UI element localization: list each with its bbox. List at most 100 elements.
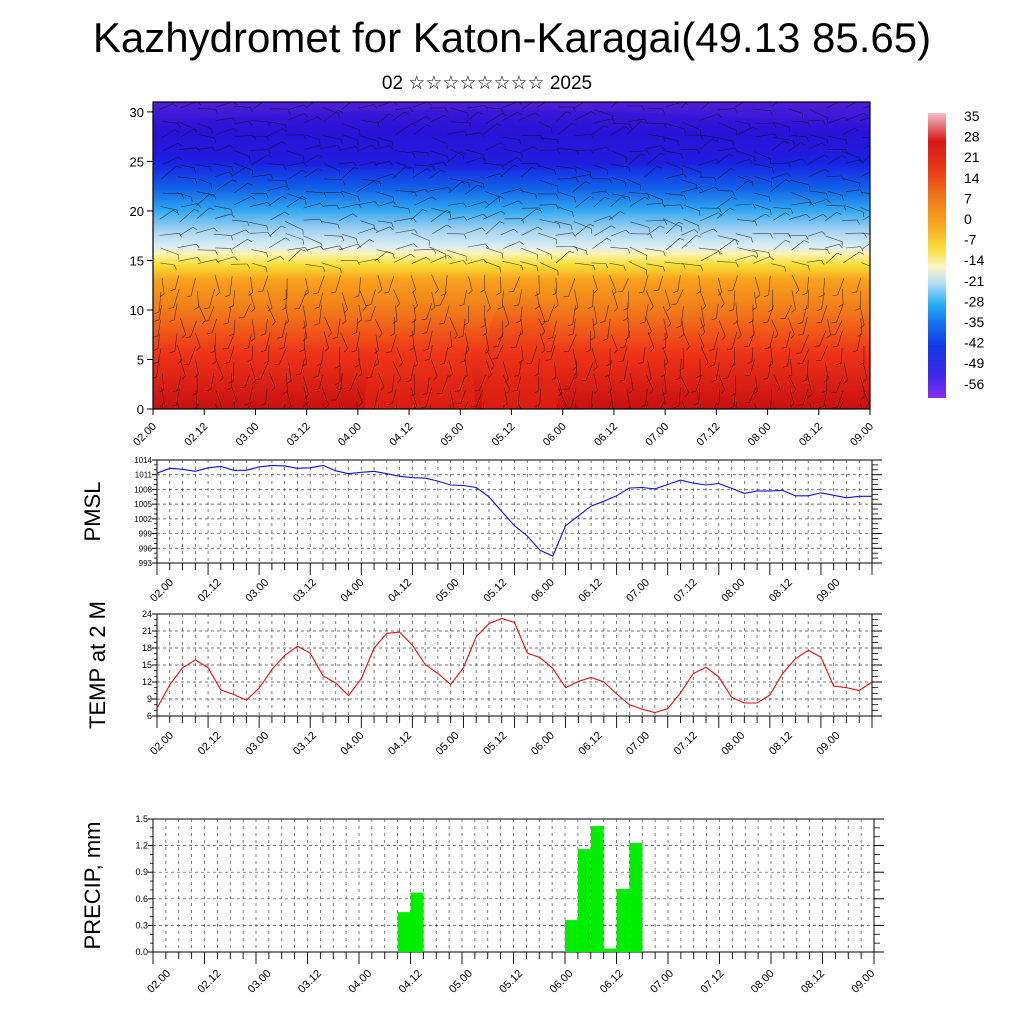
pmsl-ytick-label: 1008: [134, 485, 152, 494]
wind-barb-flag: [358, 402, 363, 407]
wind-barb-shaft: [377, 220, 392, 223]
wind-barb-flag: [842, 195, 844, 201]
wind-barb-shaft: [429, 115, 445, 123]
wind-barb-shaft: [612, 193, 630, 198]
wind-barb-flag: [555, 193, 559, 199]
wind-barb-shaft: [413, 403, 416, 409]
wind-barb-flag: [859, 189, 864, 194]
wind-barb-flag: [730, 393, 736, 397]
wind-barb-flag: [335, 382, 341, 385]
wind-barb-shaft: [698, 333, 705, 347]
wind-barb-shaft: [845, 246, 861, 249]
wind-barb-shaft: [753, 256, 770, 264]
temp-ytick-label: 9: [147, 694, 152, 704]
colorbar-label: 14: [964, 170, 980, 186]
wind-barb-flag: [667, 323, 672, 328]
wind-barb-flag: [284, 124, 287, 130]
wind-barb-shaft: [393, 217, 414, 222]
wind-barb-shaft: [249, 291, 256, 309]
wind-barb-flag: [439, 322, 445, 325]
wind-barb-flag: [787, 374, 793, 378]
cs-xtick-label: 07.00: [643, 421, 671, 449]
wind-barb-flag: [591, 111, 596, 115]
wind-barb-shaft: [642, 347, 646, 363]
wind-barb-flag: [694, 229, 699, 233]
wind-barb-shaft: [341, 123, 360, 131]
wind-barb-shaft: [629, 150, 648, 153]
wind-barb-flag: [302, 196, 307, 199]
wind-barb-shaft: [159, 291, 161, 312]
precip-panel: 0.00.30.60.91.21.502.00 02.12 03.00 03.12 04…: [80, 814, 884, 996]
wind-barb-shaft: [176, 402, 180, 409]
wind-barb-shaft: [536, 248, 552, 255]
wind-barb-flag: [553, 421, 558, 423]
wind-barb-flag: [322, 421, 326, 424]
wind-barb-shaft: [841, 151, 860, 158]
wind-barb-shaft: [265, 388, 268, 404]
wind-barb-flag: [392, 196, 395, 203]
precip-xtick-label: 08.00: [749, 968, 777, 996]
wind-barb-flag: [464, 130, 468, 136]
wind-barb-flag: [265, 193, 269, 199]
wind-barb-shaft: [504, 387, 508, 404]
wind-barb-flag: [481, 157, 486, 162]
wind-barb-shaft: [644, 166, 658, 178]
wind-barb-shaft: [426, 303, 433, 320]
wind-barb-shaft: [412, 151, 428, 153]
wind-barb-flag: [572, 211, 574, 217]
wind-barb-shaft: [340, 332, 348, 349]
wind-barb-flag: [304, 292, 309, 296]
wind-barb-shaft: [593, 118, 613, 124]
wind-barb-flag: [445, 107, 448, 113]
wind-barb-shaft: [698, 186, 716, 194]
wind-barb-flag: [656, 166, 662, 169]
wind-barb-shaft: [676, 289, 684, 305]
wind-barb-flag: [203, 320, 209, 322]
wind-barb-shaft: [449, 317, 458, 336]
wind-barb-flag: [622, 318, 628, 321]
wind-barb-shaft: [521, 345, 524, 361]
wind-barb-shaft: [426, 317, 431, 333]
pmsl-ytick-label: 999: [139, 530, 153, 539]
temp-ytick-label: 6: [147, 711, 152, 721]
wind-barb-flag: [365, 320, 371, 322]
wind-barb-shaft: [188, 346, 196, 365]
wind-barb-flag: [178, 123, 181, 129]
wind-barb-flag: [819, 405, 824, 408]
pmsl-xtick-label: 04.00: [339, 577, 367, 605]
wind-barb-flag: [790, 334, 795, 339]
wind-barb-shaft: [626, 178, 641, 186]
wind-barb-flag: [700, 265, 703, 271]
wind-barb-flag: [821, 390, 827, 393]
colorbar-label: 7: [964, 190, 972, 206]
pmsl-xtick-label: 03.00: [243, 577, 271, 605]
wind-barb-shaft: [269, 225, 282, 236]
wind-barb-shaft: [395, 162, 414, 169]
wind-barb-shaft: [555, 278, 558, 293]
wind-barb-flag: [858, 182, 861, 188]
wind-barb-flag: [345, 390, 351, 392]
wind-barb-flag: [431, 196, 437, 201]
wind-barb-shaft: [663, 137, 678, 141]
wind-barb-flag: [734, 148, 739, 153]
wind-barb-shaft: [444, 305, 450, 324]
wind-barb-shaft: [717, 288, 725, 304]
temp-xtick-label: 04.12: [386, 730, 414, 758]
wind-barb-shaft: [161, 121, 179, 124]
pmsl-xtick-label: 08.00: [719, 577, 747, 605]
precip-xtick-label: 07.00: [648, 968, 676, 996]
wind-barb-shaft: [755, 133, 775, 138]
wind-barb-flag: [744, 345, 750, 347]
wind-barb-flag: [335, 365, 340, 369]
wind-barb-flag: [574, 197, 576, 203]
temp-xtick-label: 07.12: [672, 730, 700, 758]
wind-barb-shaft: [411, 232, 430, 241]
wind-barb-shaft: [233, 105, 251, 108]
wind-barb-flag: [854, 127, 859, 132]
wind-barb-shaft: [375, 348, 379, 364]
wind-barb-shaft: [773, 137, 794, 141]
wind-barb-shaft: [806, 260, 822, 263]
wind-barb-shaft: [251, 345, 253, 360]
wind-barb-shaft: [303, 235, 322, 244]
wind-barb-flag: [282, 128, 287, 132]
